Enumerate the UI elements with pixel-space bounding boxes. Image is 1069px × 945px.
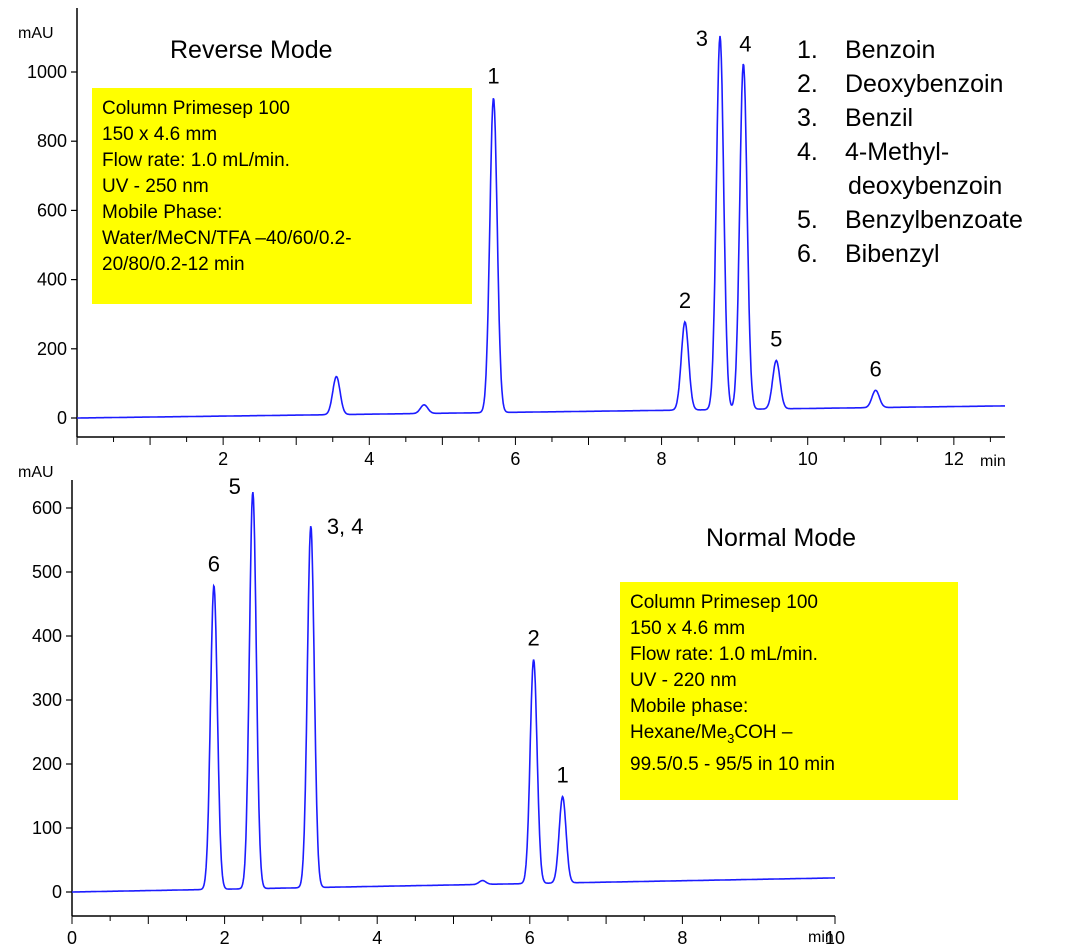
normal-condition-line: Mobile phase: bbox=[630, 696, 749, 717]
normal-y-tick-label: 200 bbox=[32, 754, 62, 774]
legend-number: 5. bbox=[797, 206, 818, 234]
compound-legend: 1. Benzoin 2. Deoxybenzoin 3. Benzil 4. 4-Methy… bbox=[797, 36, 1023, 268]
normal-x-unit: min bbox=[808, 929, 834, 945]
legend-compound-name: Deoxybenzoin bbox=[845, 70, 1003, 98]
reverse-y-tick-label: 1000 bbox=[27, 62, 67, 82]
normal-condition-line: 99.5/0.5 - 95/5 in 10 min bbox=[630, 753, 835, 775]
legend-compound-name: Benzoin bbox=[845, 36, 935, 64]
reverse-condition-line: Water/MeCN/TFA –40/60/0.2- bbox=[102, 228, 352, 249]
reverse-y-ticks: 0 200 400 600 800 1000 bbox=[27, 62, 77, 428]
normal-y-tick-label: 600 bbox=[32, 498, 62, 518]
reverse-y-tick-label: 0 bbox=[57, 408, 67, 428]
reverse-y-unit: mAU bbox=[18, 25, 54, 42]
reverse-y-tick-label: 800 bbox=[37, 131, 67, 151]
normal-x-ticks: 0 2 4 6 8 10 bbox=[67, 916, 845, 945]
reverse-x-tick-label: 2 bbox=[218, 449, 228, 469]
reverse-peak-label: 3 bbox=[696, 26, 708, 51]
normal-peak-label: 1 bbox=[556, 763, 568, 788]
normal-x-tick-label: 0 bbox=[67, 928, 77, 945]
reverse-x-tick-label: 10 bbox=[798, 449, 818, 469]
reverse-condition-line: Flow rate: 1.0 mL/min. bbox=[102, 150, 290, 171]
reverse-condition-line: 20/80/0.2-12 min bbox=[102, 254, 245, 275]
normal-peak-label: 3, 4 bbox=[327, 514, 364, 539]
reverse-mode-title: Reverse Mode bbox=[170, 36, 333, 64]
normal-condition-line: Flow rate: 1.0 mL/min. bbox=[630, 644, 818, 665]
reverse-peak-label: 5 bbox=[770, 326, 782, 351]
reverse-condition-line: Mobile Phase: bbox=[102, 202, 223, 223]
reverse-peak-label: 6 bbox=[870, 356, 882, 381]
legend-compound-name: Benzil bbox=[845, 104, 913, 132]
legend-number: 2. bbox=[797, 70, 818, 98]
reverse-condition-line: 150 x 4.6 mm bbox=[102, 124, 218, 145]
normal-y-tick-label: 400 bbox=[32, 626, 62, 646]
normal-peak-label: 6 bbox=[208, 551, 220, 576]
normal-x-tick-label: 2 bbox=[220, 928, 230, 945]
legend-number: 1. bbox=[797, 36, 818, 64]
normal-y-tick-label: 0 bbox=[52, 882, 62, 902]
normal-peak-label: 5 bbox=[229, 474, 241, 499]
legend-compound-name: deoxybenzoin bbox=[848, 172, 1002, 200]
normal-y-tick-label: 100 bbox=[32, 818, 62, 838]
normal-condition-line: Column Primesep 100 bbox=[630, 592, 818, 613]
normal-x-tick-label: 8 bbox=[677, 928, 687, 945]
reverse-y-tick-label: 200 bbox=[37, 339, 67, 359]
normal-y-tick-label: 500 bbox=[32, 562, 62, 582]
legend-compound-name: Bibenzyl bbox=[845, 240, 940, 268]
normal-x-tick-label: 4 bbox=[372, 928, 382, 945]
normal-y-ticks: 0 100 200 300 400 500 600 bbox=[32, 498, 72, 902]
reverse-condition-line: Column Primesep 100 bbox=[102, 98, 290, 119]
normal-y-unit: mAU bbox=[18, 464, 54, 481]
reverse-mode-trace bbox=[77, 35, 1005, 419]
reverse-conditions-box: Column Primesep 100 150 x 4.6 mm Flow ra… bbox=[92, 88, 472, 304]
normal-peak-labels: 6 5 3, 4 2 1 bbox=[208, 474, 569, 788]
normal-mode-trace bbox=[72, 491, 835, 893]
reverse-x-unit: min bbox=[980, 453, 1006, 470]
reverse-peak-labels: 1 2 3 4 5 6 bbox=[487, 26, 881, 381]
normal-mode-panel: 0 100 200 300 400 500 600 0 2 4 6 8 10 mAU min 6 5 3,… bbox=[18, 464, 856, 945]
reverse-condition-line: UV - 250 nm bbox=[102, 176, 209, 197]
normal-mode-title: Normal Mode bbox=[706, 524, 856, 552]
reverse-y-tick-label: 400 bbox=[37, 270, 67, 290]
reverse-x-tick-label: 6 bbox=[510, 449, 520, 469]
normal-x-tick-label: 10 bbox=[825, 928, 845, 945]
normal-y-tick-label: 300 bbox=[32, 690, 62, 710]
reverse-peak-label: 2 bbox=[679, 288, 691, 313]
normal-x-tick-label: 6 bbox=[525, 928, 535, 945]
normal-conditions-box: Column Primesep 100 150 x 4.6 mm Flow ra… bbox=[620, 582, 958, 800]
reverse-peak-label: 1 bbox=[487, 64, 499, 89]
reverse-peak-label: 4 bbox=[739, 31, 751, 56]
normal-peak-label: 2 bbox=[527, 625, 539, 650]
legend-compound-name: Benzylbenzoate bbox=[845, 206, 1023, 234]
reverse-x-ticks: 2 4 6 8 10 12 bbox=[76, 437, 991, 469]
normal-condition-line: 150 x 4.6 mm bbox=[630, 618, 746, 639]
reverse-y-tick-label: 600 bbox=[37, 200, 67, 220]
reverse-x-tick-label: 4 bbox=[364, 449, 374, 469]
reverse-x-tick-label: 12 bbox=[944, 449, 964, 469]
legend-compound-name: 4-Methyl- bbox=[845, 138, 949, 166]
normal-condition-line: Hexane/Me3COH – bbox=[630, 722, 793, 746]
legend-number: 6. bbox=[797, 240, 818, 268]
legend-number: 4. bbox=[797, 138, 818, 166]
legend-number: 3. bbox=[797, 104, 818, 132]
reverse-x-tick-label: 8 bbox=[657, 449, 667, 469]
normal-condition-line: UV - 220 nm bbox=[630, 670, 737, 691]
